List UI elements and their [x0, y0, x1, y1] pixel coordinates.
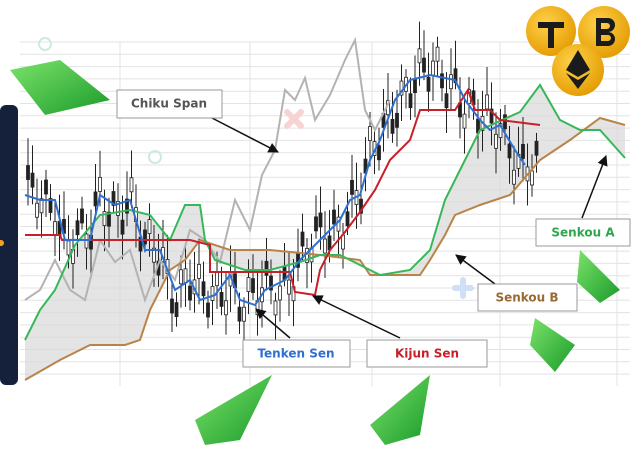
decor-x	[287, 112, 301, 126]
candle-body	[414, 79, 417, 93]
candle-body	[216, 272, 219, 286]
candle-body	[531, 171, 534, 185]
candle-body	[504, 115, 507, 129]
candle-body	[130, 178, 133, 192]
candle-body	[225, 301, 228, 315]
candle-body	[432, 61, 435, 75]
candle-body	[396, 113, 399, 127]
candle-body	[522, 144, 525, 158]
candle-body	[423, 58, 426, 72]
candle-body	[418, 49, 421, 63]
candle-body	[265, 261, 268, 275]
candle-body	[247, 278, 250, 292]
candle-body	[45, 180, 48, 194]
candle-body	[180, 270, 183, 284]
candle-body	[238, 307, 241, 321]
cone	[530, 318, 575, 372]
candle-body	[486, 95, 489, 109]
coins	[526, 6, 630, 96]
cone	[370, 375, 430, 445]
candle-body	[94, 192, 97, 206]
page: {"labels":{"chiku":"Chiku Span","tenken"…	[0, 0, 634, 455]
label-text: Chiku Span	[131, 97, 207, 111]
candle-body	[301, 232, 304, 246]
candle-body	[436, 47, 439, 61]
candle-body	[319, 213, 322, 227]
candle-body	[76, 221, 79, 235]
candle-body	[207, 303, 210, 317]
candle-body	[211, 286, 214, 300]
candle-body	[324, 239, 327, 253]
candle-body	[274, 301, 277, 315]
label-kijun: Kijun Sen	[367, 340, 487, 367]
candle-body	[445, 94, 448, 108]
label-tenken: Tenken Sen	[243, 340, 350, 367]
candle-body	[144, 230, 147, 244]
candle-body	[333, 210, 336, 224]
candle-body	[27, 166, 30, 180]
candle-body	[121, 220, 124, 234]
label-chiku: Chiku Span	[117, 90, 222, 118]
candle-body	[198, 264, 201, 278]
ichimoku-illustration: Chiku Span Tenken Sen Kijun Sen Senkou B…	[0, 0, 634, 455]
decor-plus	[455, 280, 471, 296]
candle-body	[67, 241, 70, 255]
arrow	[212, 118, 278, 152]
candle-body	[243, 307, 246, 321]
candle-body	[351, 180, 354, 194]
candle-body	[171, 299, 174, 313]
decor-circle	[39, 38, 51, 50]
candle-body	[189, 286, 192, 300]
candle-body	[450, 75, 453, 89]
candle-body	[463, 114, 466, 128]
arrow	[256, 309, 290, 338]
candle-body	[81, 209, 84, 223]
arrow	[313, 296, 400, 338]
candle-body	[148, 220, 151, 234]
candle-body	[175, 303, 178, 317]
candle-body	[427, 77, 430, 91]
candle-body	[391, 119, 394, 133]
candle-body	[184, 269, 187, 283]
candle-body	[279, 286, 282, 300]
candle-body	[441, 74, 444, 88]
candle-body	[409, 94, 412, 108]
candle-body	[535, 141, 538, 155]
candle-body	[99, 177, 102, 191]
cone	[195, 375, 272, 445]
candle-body	[495, 134, 498, 148]
candle-body	[252, 279, 255, 293]
candle-body	[513, 170, 516, 184]
label-senkou-b: Senkou B	[478, 284, 577, 311]
label-text: Senkou A	[551, 226, 615, 240]
label-text: Senkou B	[495, 291, 558, 305]
cone	[577, 250, 620, 303]
label-text: Kijun Sen	[395, 347, 459, 361]
label-senkou-a: Senkou A	[536, 219, 630, 246]
candle-body	[288, 280, 291, 294]
cone	[10, 60, 110, 115]
candle-body	[85, 234, 88, 248]
candle-body	[508, 144, 511, 158]
candle-body	[369, 127, 372, 141]
candle-body	[378, 146, 381, 160]
candle-body	[220, 292, 223, 306]
candle-body	[315, 217, 318, 231]
candle-body	[36, 203, 39, 217]
candle-body	[202, 282, 205, 296]
candle-body	[54, 222, 57, 236]
candle-body	[346, 212, 349, 226]
label-text: Tenken Sen	[257, 347, 334, 361]
candle-body	[31, 173, 34, 187]
